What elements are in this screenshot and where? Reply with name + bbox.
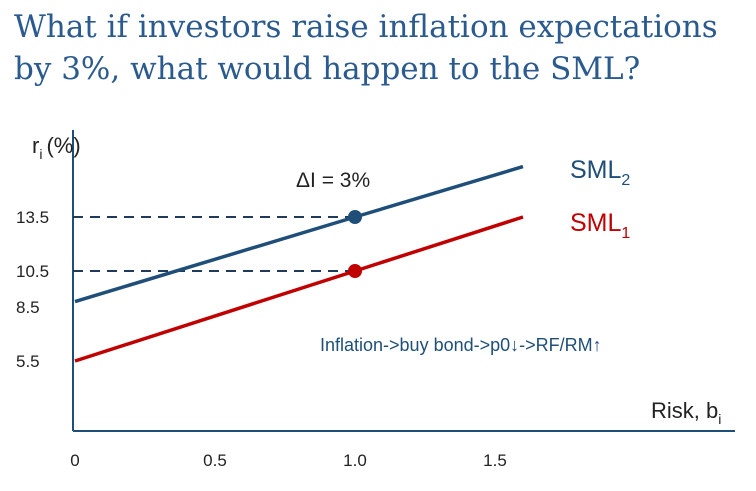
tick-labels: 5.5 8.5 10.5 13.5 0 0.5 1.0 1.5 <box>16 208 507 470</box>
series-label-sml2: SML2 <box>570 156 630 189</box>
x-tick-label: 0.5 <box>203 451 227 470</box>
highlight-point <box>348 210 362 224</box>
axes <box>72 130 735 432</box>
title-line-1: What if investors raise inflation expect… <box>14 9 718 45</box>
y-tick-label: 13.5 <box>16 208 49 227</box>
x-axis-label: Risk, bi <box>651 398 721 427</box>
highlight-point <box>348 264 362 278</box>
slide-title: What if investors raise inflation expect… <box>14 6 744 90</box>
y-axis-label: ri (%) <box>32 133 81 162</box>
x-tick-label: 1.0 <box>343 451 367 470</box>
x-tick-label: 0 <box>70 451 79 470</box>
series-label-sml1: SML1 <box>570 209 630 242</box>
y-tick-label: 10.5 <box>16 262 49 281</box>
y-tick-label: 5.5 <box>16 352 40 371</box>
x-tick-label: 1.5 <box>483 451 507 470</box>
inflation-note: Inflation->buy bond->p0↓->RF/RM↑ <box>320 335 602 355</box>
highlight-points <box>348 210 362 278</box>
series-lines <box>74 164 524 363</box>
guide-lines <box>73 216 355 272</box>
delta-annotation: ΔI = 3% <box>296 169 370 192</box>
title-line-2: by 3%, what would happen to the SML? <box>14 51 641 87</box>
y-tick-label: 8.5 <box>16 298 40 317</box>
